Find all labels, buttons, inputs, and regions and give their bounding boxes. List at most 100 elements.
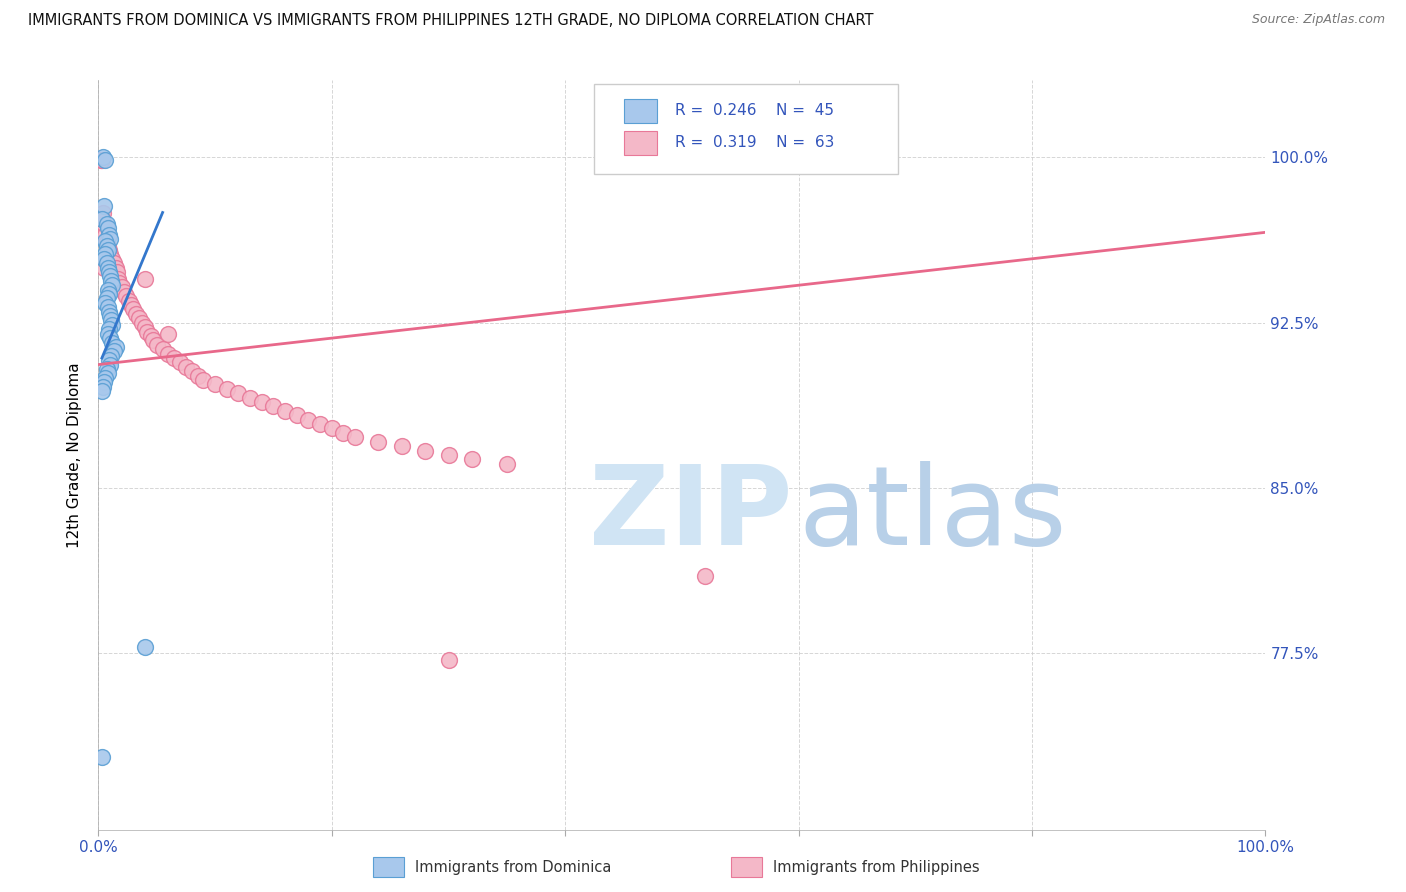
FancyBboxPatch shape xyxy=(624,131,657,155)
Y-axis label: 12th Grade, No Diploma: 12th Grade, No Diploma xyxy=(67,362,83,548)
Point xyxy=(128,311,150,326)
Point xyxy=(104,260,127,275)
Point xyxy=(97,283,120,297)
Point xyxy=(413,443,436,458)
Point xyxy=(174,359,197,374)
Point xyxy=(90,749,112,764)
Point xyxy=(94,371,117,385)
Point xyxy=(180,364,202,378)
Point xyxy=(96,362,118,376)
Point xyxy=(125,307,148,321)
Text: Immigrants from Dominica: Immigrants from Dominica xyxy=(415,860,612,874)
Point xyxy=(93,199,115,213)
Point xyxy=(90,212,112,227)
Point xyxy=(193,373,215,387)
Point xyxy=(97,300,120,314)
Text: R =  0.246    N =  45: R = 0.246 N = 45 xyxy=(675,103,834,118)
Point xyxy=(98,358,121,372)
Point xyxy=(274,404,297,418)
Point xyxy=(96,292,118,306)
Point xyxy=(94,247,117,261)
Point xyxy=(157,326,180,341)
Point xyxy=(344,430,367,444)
Point xyxy=(104,340,127,354)
Point xyxy=(91,205,114,219)
Point xyxy=(97,238,120,252)
Point xyxy=(90,212,112,227)
Point xyxy=(285,409,308,423)
Point xyxy=(97,287,120,301)
Point xyxy=(103,256,125,270)
Point xyxy=(93,217,115,231)
Point xyxy=(695,569,717,583)
Point xyxy=(94,296,117,310)
Point xyxy=(98,247,121,261)
Point xyxy=(107,271,129,285)
Point xyxy=(115,289,138,303)
Point xyxy=(111,280,134,294)
Point xyxy=(332,425,354,440)
Point xyxy=(90,153,112,167)
Point xyxy=(96,217,118,231)
Point xyxy=(94,153,117,167)
Point xyxy=(131,316,153,330)
Point xyxy=(250,395,273,409)
Point xyxy=(134,320,156,334)
Point xyxy=(97,322,120,336)
Point xyxy=(108,276,131,290)
Point xyxy=(437,448,460,462)
Point xyxy=(139,329,162,343)
Point xyxy=(97,227,120,242)
Point xyxy=(97,367,120,381)
Point xyxy=(97,260,120,275)
Point xyxy=(97,326,120,341)
Point xyxy=(321,421,343,435)
Point xyxy=(100,349,122,363)
Point xyxy=(204,377,226,392)
FancyBboxPatch shape xyxy=(595,84,898,174)
Point xyxy=(297,412,319,426)
Point xyxy=(94,234,117,248)
Point xyxy=(96,234,118,248)
Text: R =  0.319    N =  63: R = 0.319 N = 63 xyxy=(675,135,834,150)
Point xyxy=(103,344,125,359)
Point xyxy=(239,391,262,405)
Point xyxy=(101,318,124,332)
Point xyxy=(101,278,124,293)
Point xyxy=(96,256,118,270)
Point xyxy=(391,439,413,453)
Point xyxy=(367,434,389,449)
Point xyxy=(101,335,124,350)
Point xyxy=(105,265,128,279)
Point xyxy=(146,337,169,351)
Point xyxy=(90,153,112,167)
Point xyxy=(96,238,118,252)
Point xyxy=(93,252,115,266)
Text: IMMIGRANTS FROM DOMINICA VS IMMIGRANTS FROM PHILIPPINES 12TH GRADE, NO DIPLOMA C: IMMIGRANTS FROM DOMINICA VS IMMIGRANTS F… xyxy=(28,13,873,29)
Point xyxy=(215,382,238,396)
Point xyxy=(437,653,460,667)
Point xyxy=(228,386,250,401)
Point xyxy=(823,153,845,167)
Point xyxy=(134,271,156,285)
Point xyxy=(122,302,145,317)
Point xyxy=(97,304,120,318)
Point xyxy=(97,221,120,235)
Point xyxy=(97,243,120,257)
Text: Source: ZipAtlas.com: Source: ZipAtlas.com xyxy=(1251,13,1385,27)
FancyBboxPatch shape xyxy=(624,99,657,123)
Point xyxy=(98,331,121,345)
Point xyxy=(169,355,191,369)
Point xyxy=(100,313,122,327)
Point xyxy=(157,346,180,360)
Text: atlas: atlas xyxy=(799,461,1067,568)
Point xyxy=(91,379,114,393)
Point xyxy=(101,252,124,266)
Point xyxy=(98,269,121,284)
Point xyxy=(142,334,165,348)
Point xyxy=(98,309,121,323)
Point xyxy=(309,417,332,431)
Point xyxy=(94,227,117,242)
Point xyxy=(97,265,120,279)
Point xyxy=(152,342,174,356)
